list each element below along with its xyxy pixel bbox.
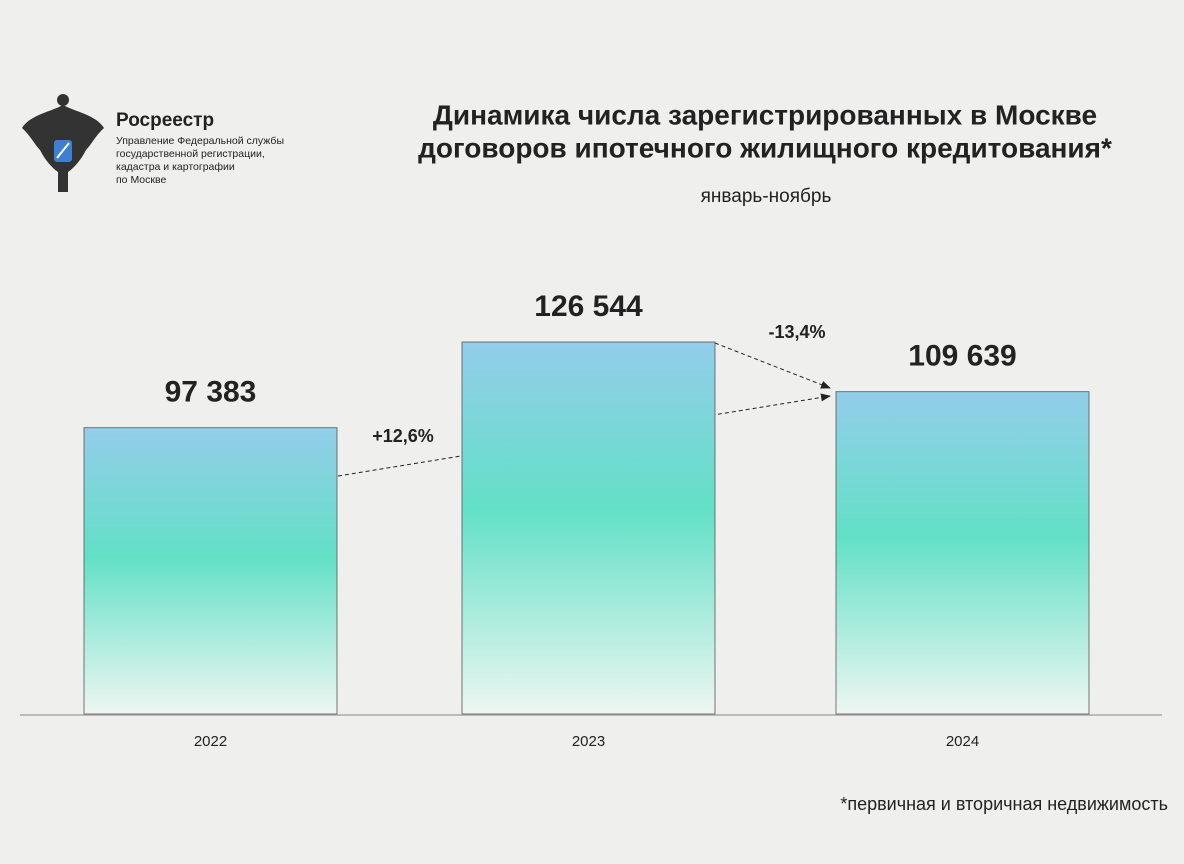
logo-emblem (22, 94, 104, 192)
org-line: государственной регистрации, (116, 148, 265, 160)
chart-title: Динамика числа зарегистрированных в Моск… (433, 99, 1097, 130)
value-label: 126 544 (534, 290, 643, 323)
annotation: +12,6% (372, 426, 434, 446)
footnote: *первичная и вторичная недвижимость (840, 794, 1168, 814)
org-name: Росреестр (116, 110, 214, 131)
x-tick-label: 2023 (572, 733, 605, 750)
value-label: 109 639 (908, 340, 1016, 373)
x-tick-label: 2022 (194, 733, 227, 750)
org-line: кадастра и картографии (116, 161, 235, 173)
chart-title: договоров ипотечного жилищного кредитова… (418, 132, 1112, 163)
arrow (337, 393, 831, 477)
annotation: -13,4% (768, 322, 825, 342)
bar (461, 341, 716, 715)
subtitle: январь-ноябрь (701, 186, 832, 207)
org-line: Управление Федеральной службы (116, 135, 284, 147)
bar (83, 427, 338, 715)
x-tick-label: 2024 (946, 733, 979, 750)
org-line: по Москве (116, 174, 166, 186)
bar (835, 391, 1090, 715)
value-label: 97 383 (165, 376, 257, 409)
